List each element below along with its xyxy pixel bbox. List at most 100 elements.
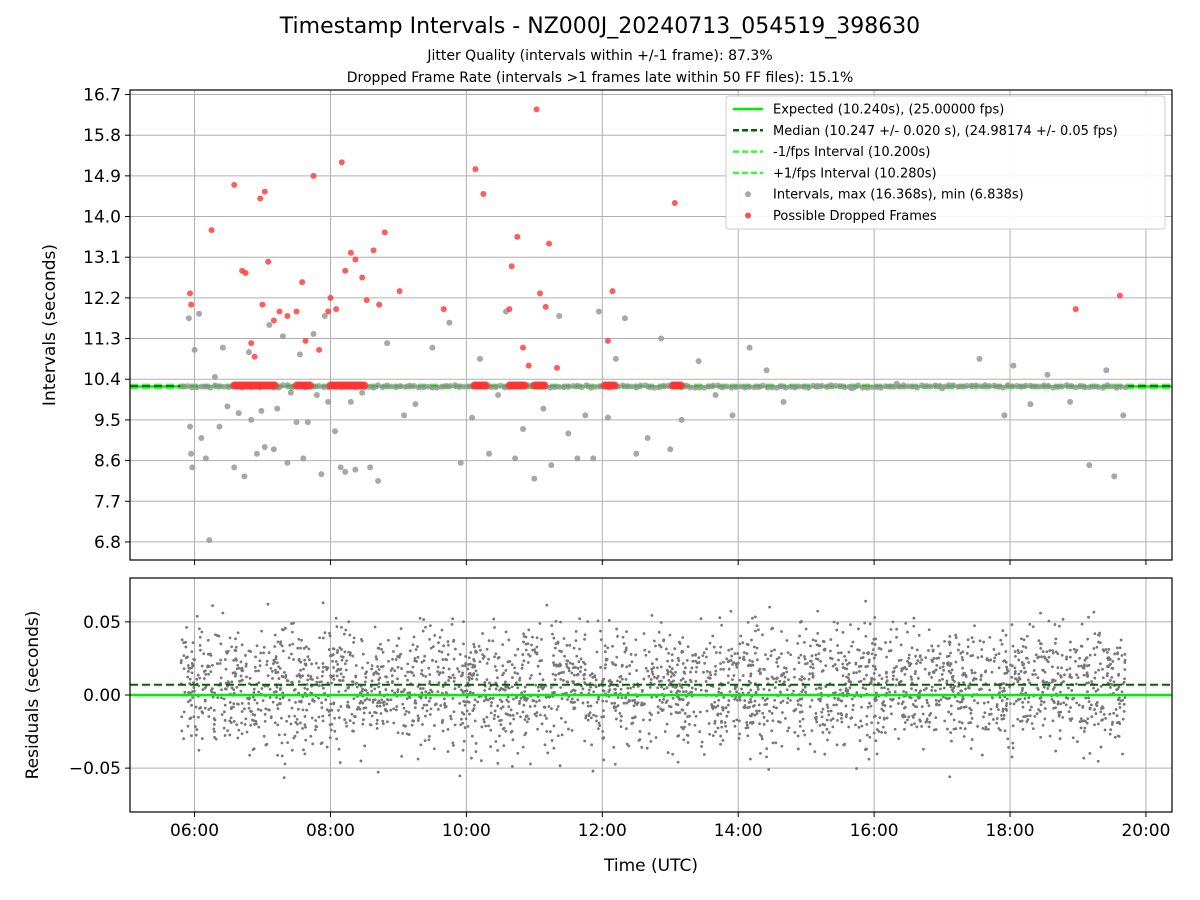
residual-point: [220, 696, 223, 700]
interval-point: [253, 450, 260, 457]
residual-point: [821, 731, 825, 734]
residual-point: [652, 666, 656, 669]
residual-point: [592, 690, 596, 694]
residual-point: [190, 703, 193, 707]
residual-point: [1045, 680, 1049, 684]
residual-point: [891, 620, 895, 624]
residual-point: [460, 711, 464, 714]
residual-point: [354, 675, 358, 679]
residual-point: [496, 748, 500, 752]
residual-point: [206, 652, 210, 656]
residual-point: [207, 708, 211, 711]
residual-point: [223, 703, 227, 707]
residual-point: [343, 718, 347, 722]
residual-point: [592, 713, 595, 717]
residual-point: [1119, 638, 1123, 642]
dropped-frame-point: [284, 312, 291, 319]
residual-point: [413, 659, 417, 663]
residual-point: [778, 679, 782, 683]
legend-label: +1/fps Interval (10.280s): [773, 166, 937, 181]
residual-point: [518, 699, 522, 703]
residual-point: [944, 696, 948, 700]
residual-point: [190, 671, 194, 675]
residual-point: [730, 647, 734, 651]
residual-point: [770, 627, 773, 631]
residual-point: [719, 712, 723, 716]
residual-point: [1101, 676, 1105, 680]
residual-point: [960, 689, 963, 693]
x-tick-label: 20:00: [1121, 821, 1170, 841]
dropped-frame-point: [546, 240, 553, 247]
residual-point: [735, 662, 739, 666]
residual-point: [1051, 719, 1055, 723]
residual-point: [681, 677, 685, 681]
residual-point: [232, 702, 236, 706]
interval-point: [198, 434, 205, 441]
residual-point: [549, 686, 553, 689]
residual-point: [672, 673, 676, 677]
residual-point: [366, 661, 370, 665]
residual-point: [682, 738, 686, 742]
residual-point: [755, 658, 759, 662]
interval-point: [574, 455, 581, 462]
residual-point: [1014, 699, 1018, 703]
residual-point: [290, 706, 294, 710]
residual-point: [809, 659, 812, 663]
residual-point: [1008, 685, 1012, 689]
interval-point: [642, 382, 649, 389]
residual-point: [212, 723, 216, 726]
residual-point: [770, 711, 774, 715]
interval-point: [633, 450, 640, 457]
residual-point: [1056, 702, 1060, 706]
residual-point: [995, 717, 999, 720]
residual-point: [428, 624, 432, 628]
residual-point: [465, 689, 469, 693]
residual-point: [428, 713, 432, 716]
residual-point: [681, 690, 685, 694]
residual-point: [868, 622, 872, 626]
residual-point: [323, 631, 327, 635]
interval-point: [1050, 384, 1057, 391]
interval-point: [882, 383, 889, 390]
dropped-frame-point: [480, 190, 487, 197]
residual-point: [351, 654, 355, 658]
residual-point: [873, 714, 877, 718]
residual-point: [726, 703, 730, 707]
interval-point: [819, 382, 826, 389]
residual-point: [705, 655, 708, 659]
residual-point: [305, 708, 309, 712]
residual-point: [516, 672, 520, 676]
residual-point: [477, 644, 481, 648]
residual-point: [840, 699, 844, 703]
residual-point: [647, 732, 651, 736]
residual-point: [927, 628, 931, 632]
residual-point: [485, 647, 489, 651]
residual-point: [373, 687, 377, 691]
residual-point: [1024, 714, 1027, 718]
residual-point: [527, 628, 531, 632]
residual-point: [852, 671, 856, 675]
residual-point: [677, 734, 681, 737]
residual-point: [883, 731, 887, 734]
residual-point: [317, 684, 321, 687]
interval-point: [293, 419, 300, 426]
residual-point: [484, 724, 488, 728]
residual-point: [575, 654, 579, 658]
residual-point: [1005, 697, 1009, 701]
residual-point: [278, 701, 281, 705]
residual-point: [1071, 736, 1075, 740]
residual-point: [301, 674, 305, 678]
residual-point: [1117, 657, 1121, 661]
residual-point: [985, 658, 989, 662]
residual-point: [802, 641, 806, 644]
residual-point: [191, 664, 195, 668]
residual-point: [718, 651, 722, 655]
residual-point: [587, 688, 591, 692]
residual-point: [332, 701, 336, 705]
residual-point: [693, 723, 697, 727]
residual-point: [952, 718, 956, 722]
residual-point: [398, 654, 401, 658]
residual-point: [1028, 622, 1032, 626]
residual-point: [384, 675, 388, 679]
residual-point: [773, 698, 777, 702]
